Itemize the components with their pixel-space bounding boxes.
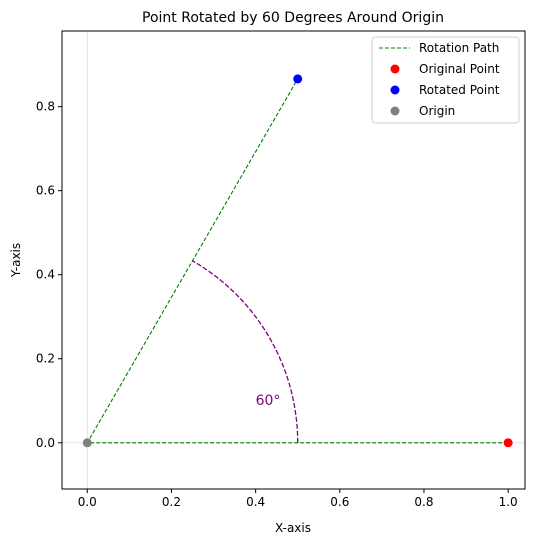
plot-frame xyxy=(61,30,526,490)
legend-swatch-marker xyxy=(390,85,400,95)
legend: Rotation Path Original Point Rotated Point… xyxy=(371,36,520,124)
chart-title: Point Rotated by 60 Degrees Around Origi… xyxy=(142,10,444,26)
legend-swatch-marker xyxy=(390,106,400,116)
point-rotated-point xyxy=(293,74,303,84)
x-tick-label: 0.6 xyxy=(330,495,349,509)
y-tick-label: 0.2 xyxy=(36,352,55,366)
y-axis-ticks: 0.0 0.2 0.4 0.6 0.8 xyxy=(36,100,62,450)
legend-frame xyxy=(371,36,520,124)
angle-arc xyxy=(192,260,299,443)
y-tick-label: 0.0 xyxy=(36,436,55,450)
x-tick-label: 0.0 xyxy=(78,495,97,509)
y-tick-label: 0.6 xyxy=(36,184,55,198)
points-group xyxy=(82,74,513,448)
angle-label: 60° xyxy=(256,393,281,409)
x-tick-label: 0.4 xyxy=(246,495,265,509)
x-tick-label: 0.2 xyxy=(162,495,181,509)
y-tick-label: 0.4 xyxy=(36,268,55,282)
legend-swatch-marker xyxy=(390,64,400,74)
x-tick-label: 1.0 xyxy=(499,495,518,509)
y-tick-label: 0.8 xyxy=(36,100,55,114)
point-origin xyxy=(82,438,92,448)
legend-label: Rotation Path xyxy=(419,41,499,55)
y-axis-label: Y-axis xyxy=(9,243,23,278)
x-axis-label: X-axis xyxy=(275,521,311,535)
legend-label: Origin xyxy=(419,104,455,118)
x-axis-ticks: 0.0 0.2 0.4 0.6 0.8 1.0 xyxy=(78,489,518,509)
angle-arc-group: 60° xyxy=(192,260,299,443)
legend-label: Original Point xyxy=(419,62,500,76)
point-original-point xyxy=(503,438,513,448)
x-tick-label: 0.8 xyxy=(414,495,433,509)
legend-label: Rotated Point xyxy=(419,83,500,97)
